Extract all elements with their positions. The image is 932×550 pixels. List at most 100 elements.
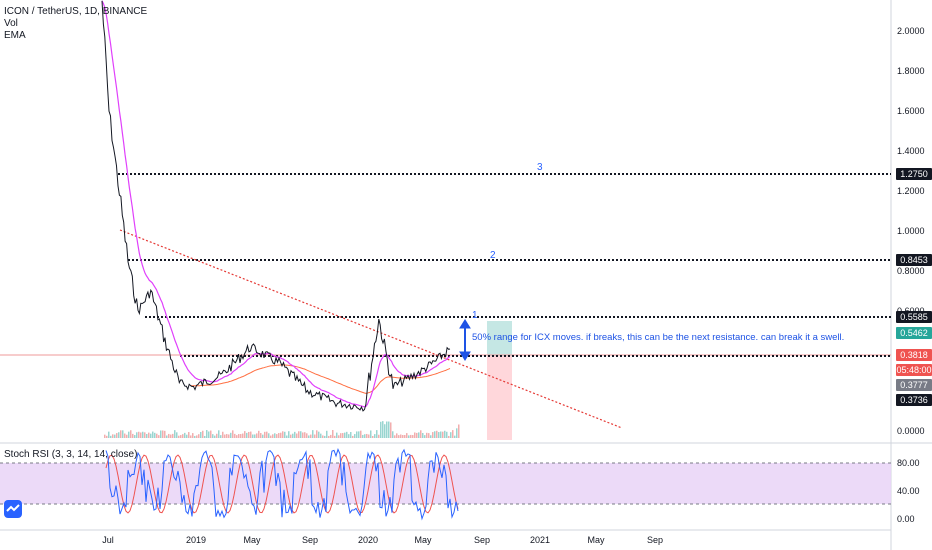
volume-bar [302, 432, 304, 438]
volume-bar [330, 434, 332, 438]
price-tag-last: 0.3818 [896, 349, 932, 361]
volume-bar [238, 434, 240, 438]
volume-bar [186, 434, 188, 438]
volume-bar [456, 428, 458, 438]
volume-bar [414, 432, 416, 438]
volume-bar [190, 435, 192, 438]
volume-bar [308, 435, 310, 438]
volume-bar [172, 433, 174, 438]
volume-bar [372, 435, 374, 438]
volume-bar [422, 432, 424, 438]
volume-bar [242, 433, 244, 438]
volume-bar [288, 431, 290, 438]
wave-label-3: 3 [537, 162, 543, 173]
y-tick-label: 1.4000 [897, 146, 925, 156]
volume-bar [182, 434, 184, 438]
volume-bar [248, 431, 250, 438]
volume-bar [140, 432, 142, 438]
volume-bar [300, 431, 302, 438]
volume-bar [228, 434, 230, 438]
volume-bar [440, 431, 442, 438]
volume-bar [158, 435, 160, 438]
volume-bar [418, 432, 420, 438]
volume-bar [430, 435, 432, 438]
price-series-line [101, 0, 451, 412]
volume-bar [258, 430, 260, 438]
volume-bar [276, 434, 278, 438]
symbol-title[interactable]: ICON / TetherUS, 1D, BINANCE [4, 6, 148, 17]
volume-bar [368, 434, 370, 438]
volume-bar [144, 432, 146, 438]
volume-bar [452, 430, 454, 438]
volume-bar [334, 435, 336, 438]
volume-bar [272, 434, 274, 438]
x-tick-label: Jul [102, 535, 114, 545]
volume-bar [314, 434, 316, 438]
volume-bar [378, 434, 380, 438]
volume-bar [446, 431, 448, 438]
volume-bar [236, 435, 238, 438]
volume-bar [392, 431, 394, 438]
x-tick-label: Sep [474, 535, 490, 545]
volume-bar [160, 430, 162, 438]
volume-bar [292, 433, 294, 438]
volume-bar [286, 435, 288, 438]
volume-bar [386, 421, 388, 438]
volume-bar [412, 435, 414, 438]
volume-bar [344, 432, 346, 438]
volume-legend[interactable]: Vol [4, 18, 18, 29]
volume-bar [150, 433, 152, 438]
volume-bar [174, 430, 176, 438]
volume-bar [366, 433, 368, 438]
volume-bar [360, 430, 362, 438]
ema-fast-line [101, 0, 451, 408]
annotation-text: 50% range for ICX moves. if breaks, this… [472, 332, 845, 343]
volume-bar [170, 434, 172, 438]
volume-bar [312, 430, 314, 438]
volume-bar [122, 430, 124, 438]
price-tag-support: 0.3736 [896, 394, 932, 406]
volume-bar [136, 432, 138, 438]
volume-bar [180, 435, 182, 438]
volume-bar [116, 433, 118, 438]
volume-bar [192, 433, 194, 438]
volume-bar [134, 435, 136, 438]
tradingview-logo-icon[interactable] [4, 500, 22, 518]
y-tick-label: 1.6000 [897, 106, 925, 116]
y-tick-label: 1.0000 [897, 226, 925, 236]
volume-bar [230, 432, 232, 438]
volume-bar [394, 435, 396, 438]
volume-bar [262, 434, 264, 438]
volume-bar [388, 421, 390, 438]
volume-bar [424, 435, 426, 438]
volume-bar [390, 422, 392, 438]
volume-bar [458, 424, 460, 438]
volume-bar [398, 435, 400, 438]
volume-bar [404, 434, 406, 438]
volume-bar [402, 435, 404, 438]
volume-bar [156, 433, 158, 438]
volume-bar [224, 434, 226, 438]
volume-bar [108, 431, 110, 438]
stoch-rsi-d-line [105, 454, 459, 514]
volume-bar [454, 435, 456, 438]
volume-bar [410, 434, 412, 438]
ema-legend[interactable]: EMA [4, 30, 26, 41]
volume-bar [400, 434, 402, 438]
volume-bar [296, 433, 298, 438]
wave-label-2: 2 [490, 250, 496, 261]
stoch-rsi-legend[interactable]: Stoch RSI (3, 3, 14, 14, close) [4, 449, 138, 460]
x-tick-label: 2020 [358, 535, 378, 545]
price-tag-target: 0.5462 [896, 327, 932, 339]
volume-bar [350, 432, 352, 438]
volume-bar [120, 430, 122, 438]
volume-bar [232, 430, 234, 438]
volume-bar [298, 431, 300, 438]
volume-bar [110, 435, 112, 438]
volume-bar [246, 432, 248, 438]
x-tick-label: May [414, 535, 432, 545]
volume-bar [448, 435, 450, 438]
volume-bar [318, 431, 320, 438]
volume-bar [178, 435, 180, 438]
volume-bar [176, 432, 178, 438]
